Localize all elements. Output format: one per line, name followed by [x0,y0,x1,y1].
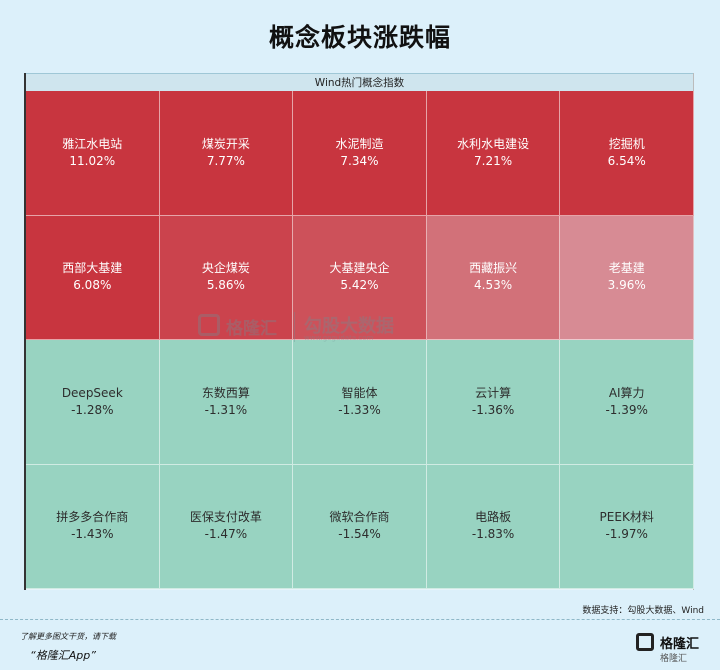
heatmap-tile: 水利水电建设 7.21% [426,91,561,216]
tile-value: 7.77% [206,153,245,168]
tile-label: 智能体 [341,385,378,400]
heatmap-tile: DeepSeek -1.28% [26,340,160,465]
heatmap-tile: PEEK材料 -1.97% [560,464,694,589]
tile-label: 西部大基建 [62,261,123,276]
heatmap-tile: 西藏振兴 4.53% [426,215,561,340]
tile-label: 东数西算 [201,385,250,400]
tile-label: 西藏振兴 [469,261,518,276]
tile-value: -1.54% [338,527,381,542]
tile-label: 水泥制造 [335,136,384,151]
tile-value: -1.39% [605,402,648,417]
heatmap-tile: 西部大基建 6.08% [26,215,160,340]
footer-divider [0,619,720,620]
heatmap-tile: 大基建央企 5.42% [293,215,427,340]
tile-value: -1.31% [204,402,248,417]
tile-value: 4.53% [474,278,513,293]
heatmap-tile: 雅江水电站 11.02% [26,91,160,216]
heatmap-tile: 微软合作商 -1.54% [293,464,427,589]
heatmap-tile: 拼多多合作商 -1.43% [26,464,160,589]
tile-value: 3.96% [607,278,646,293]
footer-app-name: “格隆汇App” [30,649,96,662]
tile-label: 微软合作商 [329,510,390,525]
heatmap-tile: 水泥制造 7.34% [293,91,427,216]
tile-value: -1.43% [71,527,114,542]
tile-label: 雅江水电站 [62,136,123,151]
tile-value: 6.08% [73,278,112,293]
tile-label: AI算力 [608,385,645,400]
chart-title: 概念板块涨跌幅 [268,23,451,52]
tile-label: 水利水电建设 [457,136,530,151]
heatmap-tile: 老基建 3.96% [560,215,694,340]
tile-value: 7.34% [340,153,379,168]
brand-name: 格隆汇 [660,637,700,652]
tile-label: 大基建央企 [329,261,390,276]
tile-value: -1.36% [471,402,515,417]
tile-label: 煤炭开采 [201,136,250,151]
tile-value: -1.28% [71,402,114,417]
tile-label: 拼多多合作商 [56,510,129,525]
tile-value: 5.86% [206,278,245,293]
tile-label: PEEK材料 [599,510,654,525]
tile-value: -1.47% [204,527,248,542]
heatmap-tile: 医保支付改革 -1.47% [159,464,294,589]
tile-value: -1.83% [471,527,515,542]
brand-logo-icon [636,633,654,651]
tile-value: 7.21% [474,153,513,168]
tile-label: 云计算 [475,385,512,400]
data-source: 数据支持：勾股大数据、Wind [582,606,704,616]
heatmap-tile: 挖掘机 6.54% [560,91,694,216]
heatmap-tile: 东数西算 -1.31% [159,340,294,465]
tile-value: 6.54% [607,153,646,168]
tile-label: 挖掘机 [608,136,645,151]
heatmap-tile: 云计算 -1.36% [426,340,561,465]
heatmap-tile: 电路板 -1.83% [426,464,561,589]
footer-note: 了解更多图文干货，请下载 [20,632,116,641]
brand-subtext: 格隆汇 [660,654,688,664]
tile-label: 央企煤炭 [201,261,250,276]
tile-label: 电路板 [475,510,512,525]
tile-label: DeepSeek [61,385,123,400]
tile-value: 11.02% [69,153,116,168]
heatmap-tile: 智能体 -1.33% [293,340,427,465]
heatmap-tile: AI算力 -1.39% [560,340,694,465]
heatmap-chart: Wind热门概念指数 雅江水电站 11.02% 煤炭开采 7.77% 水泥制造 7.34%… [24,73,694,590]
heatmap-tile: 煤炭开采 7.77% [159,91,294,216]
tile-value: -1.33% [338,402,381,417]
heatmap-tile: 央企煤炭 5.86% [159,215,294,340]
tile-value: 5.42% [340,278,379,293]
heatmap-grid: 雅江水电站 11.02% 煤炭开采 7.77% 水泥制造 7.34% 水利水电建设 7.21%… [26,91,694,589]
tile-label: 医保支付改革 [189,510,262,525]
brand-logo: 格隆汇 格隆汇 [636,631,714,667]
chart-header: Wind热门概念指数 [26,73,693,92]
tile-label: 老基建 [608,261,645,276]
tile-value: -1.97% [605,527,648,542]
